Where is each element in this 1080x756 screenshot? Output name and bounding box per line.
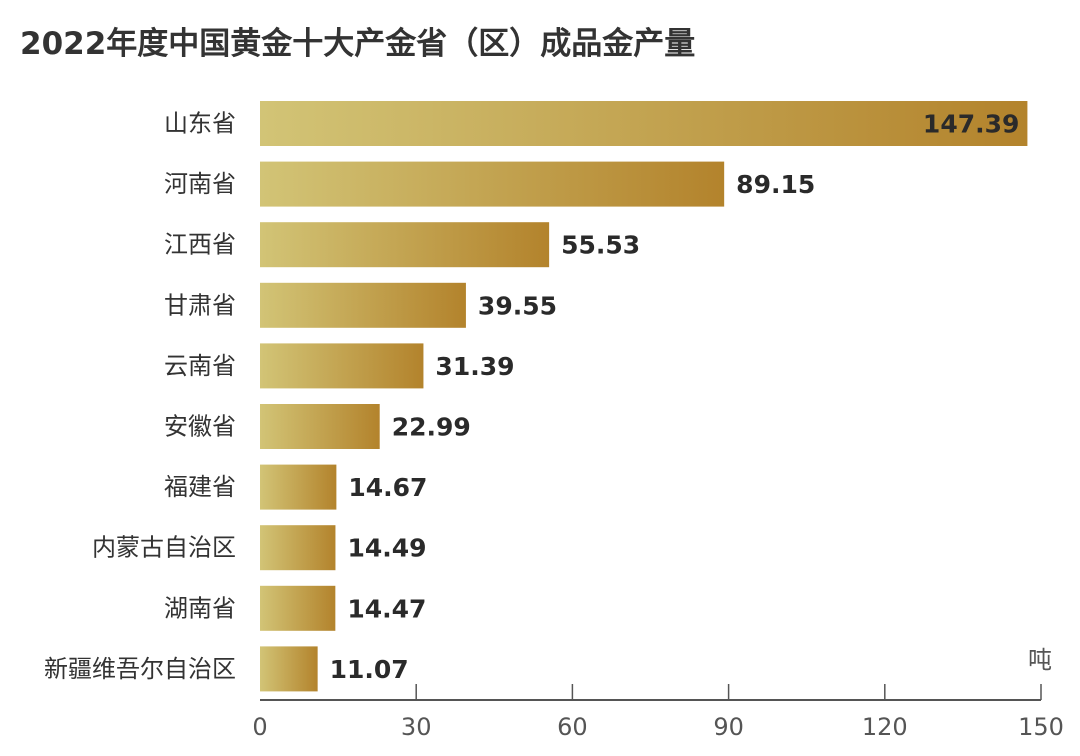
value-label: 39.55 — [478, 291, 557, 320]
x-tick-label: 120 — [862, 713, 908, 741]
bar — [260, 161, 725, 207]
category-label: 江西省 — [164, 231, 236, 259]
value-label: 22.99 — [392, 413, 471, 442]
bar — [260, 646, 318, 692]
value-label: 31.39 — [435, 352, 514, 381]
x-tick-label: 0 — [252, 713, 267, 741]
category-label: 河南省 — [164, 170, 236, 198]
x-tick-label: 30 — [401, 713, 432, 741]
value-label: 11.07 — [330, 655, 409, 684]
bar — [260, 343, 424, 389]
category-label: 湖南省 — [164, 594, 236, 622]
bar — [260, 101, 1028, 146]
category-label: 安徽省 — [164, 413, 236, 441]
bar — [260, 282, 466, 328]
value-label: 55.53 — [561, 231, 640, 260]
value-label: 89.15 — [736, 170, 815, 199]
unit-label: 吨 — [1028, 646, 1052, 674]
bar — [260, 585, 336, 631]
bar — [260, 222, 550, 268]
bar — [260, 464, 337, 510]
category-label: 云南省 — [164, 352, 236, 380]
bar — [260, 525, 336, 571]
chart-title: 2022年度中国黄金十大产金省（区）成品金产量 — [20, 26, 696, 62]
value-label: 14.49 — [347, 534, 426, 563]
category-label: 新疆维吾尔自治区 — [44, 655, 236, 683]
category-label: 山东省 — [164, 110, 236, 138]
bar — [260, 404, 380, 449]
value-label: 147.39 — [923, 110, 1019, 139]
value-label: 14.47 — [347, 594, 426, 623]
category-label: 福建省 — [164, 473, 236, 501]
category-label: 甘肃省 — [164, 291, 236, 319]
x-tick-label: 90 — [713, 713, 744, 741]
x-tick-label: 150 — [1018, 713, 1064, 741]
value-label: 14.67 — [348, 473, 427, 502]
category-label: 内蒙古自治区 — [92, 534, 236, 562]
x-tick-label: 60 — [557, 713, 588, 741]
